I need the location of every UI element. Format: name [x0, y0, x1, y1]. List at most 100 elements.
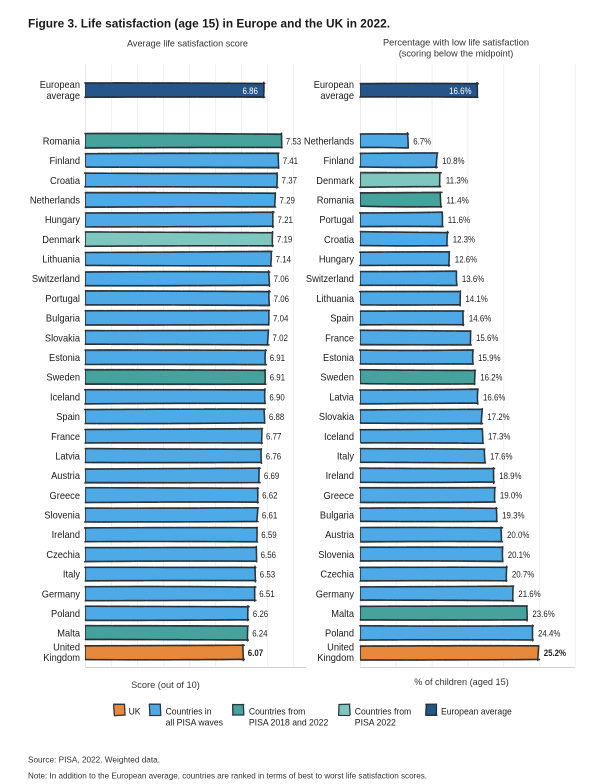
svg-text:6.88: 6.88	[269, 412, 284, 422]
svg-text:France: France	[325, 332, 354, 344]
svg-text:21.6%: 21.6%	[518, 589, 540, 599]
svg-text:6.90: 6.90	[269, 392, 284, 402]
svg-text:Note: In addition to the Europ: Note: In addition to the European averag…	[28, 771, 427, 781]
svg-text:Switzerland: Switzerland	[32, 273, 80, 285]
svg-text:European: European	[40, 79, 80, 91]
svg-text:20.0%: 20.0%	[507, 530, 529, 540]
svg-text:Iceland: Iceland	[50, 391, 80, 403]
svg-text:Denmark: Denmark	[316, 175, 354, 187]
svg-text:Switzerland: Switzerland	[306, 273, 354, 285]
svg-text:10.8%: 10.8%	[442, 156, 464, 166]
svg-text:Lithuania: Lithuania	[316, 293, 354, 305]
svg-text:Slovakia: Slovakia	[319, 411, 354, 423]
svg-text:Finland: Finland	[50, 155, 81, 167]
svg-text:19.3%: 19.3%	[502, 510, 524, 520]
svg-text:11.4%: 11.4%	[446, 195, 468, 205]
svg-text:17.3%: 17.3%	[488, 432, 510, 442]
svg-text:Figure 3. Life satisfaction (a: Figure 3. Life satisfaction (age 15) in …	[28, 17, 390, 31]
svg-text:Spain: Spain	[56, 411, 80, 423]
svg-text:Hungary: Hungary	[45, 214, 81, 226]
svg-text:Ireland: Ireland	[52, 529, 81, 541]
svg-text:Germany: Germany	[316, 588, 355, 600]
svg-text:Kingdom: Kingdom	[317, 652, 354, 664]
svg-text:Greece: Greece	[50, 490, 81, 502]
svg-text:Italy: Italy	[63, 569, 81, 581]
svg-text:Malta: Malta	[57, 628, 80, 640]
svg-text:17.6%: 17.6%	[490, 451, 512, 461]
svg-text:% of children (aged 15): % of children (aged 15)	[414, 677, 509, 688]
svg-text:6.7%: 6.7%	[413, 136, 431, 146]
svg-text:16.2%: 16.2%	[480, 373, 502, 383]
svg-text:Portugal: Portugal	[319, 214, 354, 226]
svg-text:24.4%: 24.4%	[538, 629, 560, 639]
svg-text:Latvia: Latvia	[55, 450, 80, 462]
svg-text:6.26: 6.26	[253, 609, 268, 619]
svg-text:7.06: 7.06	[274, 294, 289, 304]
svg-text:Countries from: Countries from	[355, 706, 412, 717]
svg-text:6.07: 6.07	[248, 648, 263, 658]
svg-text:Italy: Italy	[337, 450, 355, 462]
svg-text:Percentage with low life satis: Percentage with low life satisfaction	[383, 38, 529, 48]
svg-text:Denmark: Denmark	[42, 234, 80, 246]
svg-text:Germany: Germany	[42, 588, 81, 600]
svg-text:Sweden: Sweden	[320, 372, 354, 384]
svg-text:United: United	[53, 642, 80, 654]
svg-text:PISA 2022: PISA 2022	[355, 717, 396, 728]
svg-text:Ireland: Ireland	[326, 470, 355, 482]
svg-text:17.2%: 17.2%	[487, 412, 509, 422]
svg-text:Bulgaria: Bulgaria	[46, 313, 80, 325]
svg-text:Netherlands: Netherlands	[30, 195, 80, 207]
svg-text:13.6%: 13.6%	[462, 274, 484, 284]
svg-text:Countries from: Countries from	[249, 706, 306, 717]
svg-text:7.21: 7.21	[278, 215, 293, 225]
svg-text:12.3%: 12.3%	[453, 235, 475, 245]
svg-text:7.04: 7.04	[273, 314, 288, 324]
svg-text:7.37: 7.37	[282, 176, 297, 186]
svg-text:average: average	[320, 90, 354, 102]
svg-text:Slovenia: Slovenia	[318, 549, 354, 561]
svg-text:20.7%: 20.7%	[512, 570, 534, 580]
svg-text:Romania: Romania	[43, 135, 80, 147]
svg-text:7.41: 7.41	[283, 156, 298, 166]
svg-text:Czechia: Czechia	[320, 569, 354, 581]
svg-text:11.3%: 11.3%	[446, 176, 468, 186]
svg-text:Source: PISA, 2022. Weighted d: Source: PISA, 2022. Weighted data.	[28, 755, 160, 765]
svg-text:14.6%: 14.6%	[469, 314, 491, 324]
svg-text:Netherlands: Netherlands	[304, 135, 354, 147]
svg-text:Latvia: Latvia	[329, 391, 354, 403]
svg-text:Countries in: Countries in	[166, 706, 212, 717]
svg-text:France: France	[51, 431, 80, 443]
svg-text:6.24: 6.24	[252, 629, 267, 639]
svg-text:Greece: Greece	[324, 490, 355, 502]
svg-text:6.59: 6.59	[261, 530, 276, 540]
svg-text:6.51: 6.51	[259, 589, 274, 599]
svg-text:14.1%: 14.1%	[465, 294, 487, 304]
svg-text:7.14: 7.14	[276, 254, 291, 264]
svg-text:Sweden: Sweden	[46, 372, 80, 384]
svg-text:6.56: 6.56	[261, 550, 276, 560]
svg-text:Malta: Malta	[331, 608, 354, 620]
svg-text:Croatia: Croatia	[324, 234, 354, 246]
svg-text:11.6%: 11.6%	[448, 215, 470, 225]
svg-text:Bulgaria: Bulgaria	[320, 510, 354, 522]
svg-text:18.9%: 18.9%	[499, 471, 521, 481]
svg-text:United: United	[327, 642, 354, 654]
svg-text:20.1%: 20.1%	[508, 550, 530, 560]
svg-text:6.76: 6.76	[266, 451, 281, 461]
svg-text:15.6%: 15.6%	[476, 333, 498, 343]
svg-text:Austria: Austria	[51, 470, 80, 482]
svg-text:6.77: 6.77	[266, 432, 281, 442]
svg-text:16.6%: 16.6%	[483, 392, 505, 402]
svg-text:Lithuania: Lithuania	[42, 254, 80, 266]
svg-text:PISA 2018 and 2022: PISA 2018 and 2022	[249, 717, 328, 728]
svg-text:15.9%: 15.9%	[478, 353, 500, 363]
svg-text:Score (out of 10): Score (out of 10)	[131, 680, 200, 691]
svg-text:Poland: Poland	[325, 628, 354, 640]
svg-text:Poland: Poland	[51, 608, 80, 620]
svg-text:6.86: 6.86	[243, 86, 258, 97]
svg-text:Spain: Spain	[330, 313, 354, 325]
svg-text:7.29: 7.29	[280, 195, 295, 205]
svg-text:Estonia: Estonia	[323, 352, 354, 364]
svg-text:Croatia: Croatia	[50, 175, 80, 187]
svg-text:7.19: 7.19	[277, 235, 292, 245]
